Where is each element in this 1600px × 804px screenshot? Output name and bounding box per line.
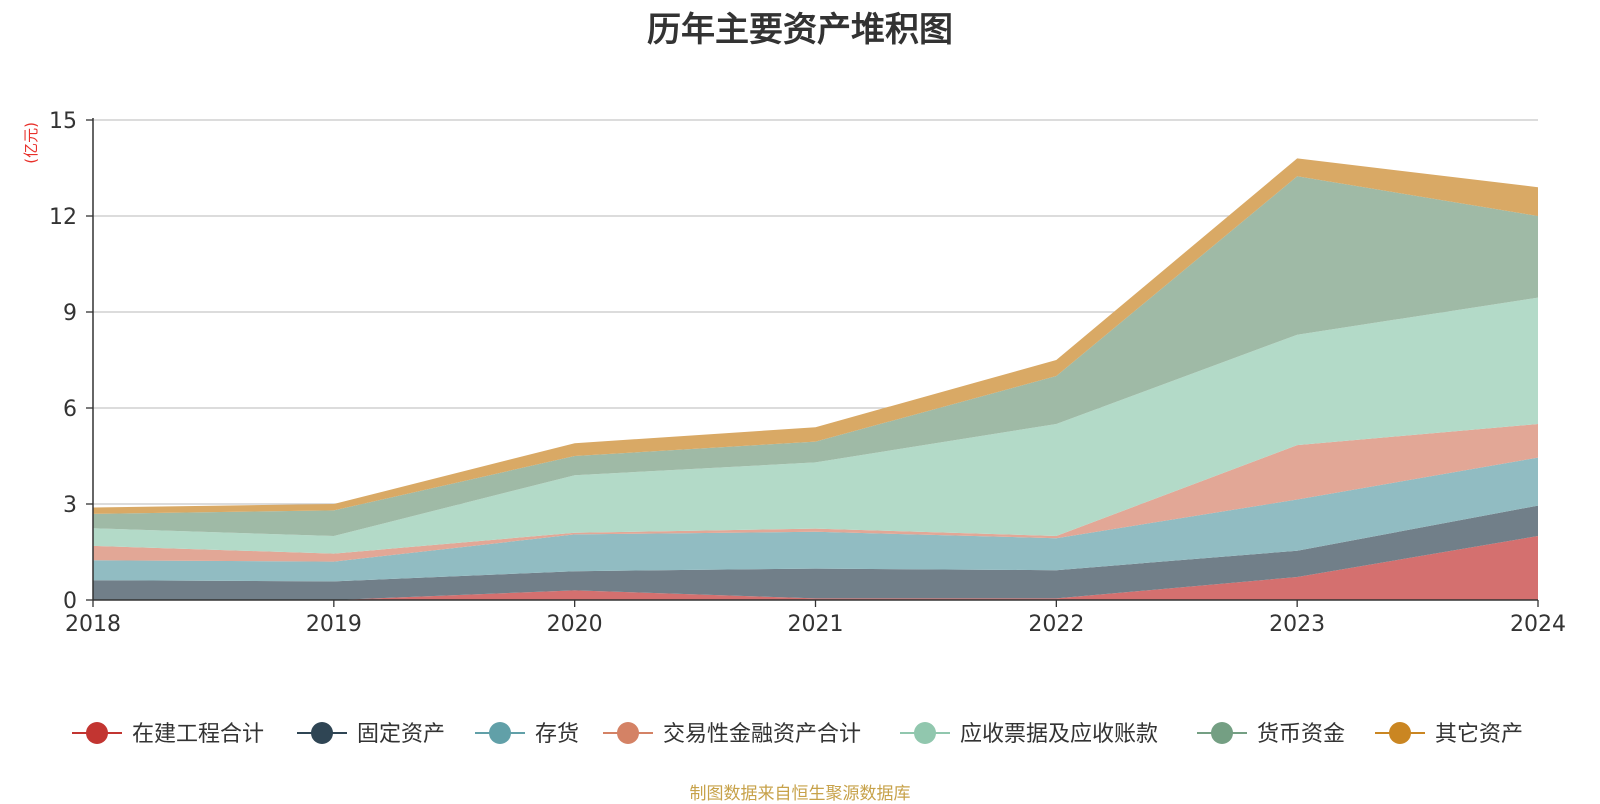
x-tick-label: 2018 bbox=[65, 612, 121, 637]
legend-item-4: 交易性金融资产合计 bbox=[603, 722, 861, 747]
y-tick-label: 0 bbox=[63, 589, 77, 614]
y-tick-label: 15 bbox=[49, 109, 77, 134]
area-series bbox=[93, 158, 1538, 600]
legend-label: 其它资产 bbox=[1435, 722, 1523, 747]
legend-marker bbox=[489, 722, 511, 744]
legend-label: 在建工程合计 bbox=[132, 722, 264, 747]
legend-marker bbox=[1389, 722, 1411, 744]
legend-label: 货币资金 bbox=[1257, 722, 1345, 747]
legend-label: 应收票据及应收账款 bbox=[960, 722, 1158, 747]
y-tick-label: 3 bbox=[63, 493, 77, 518]
legend-marker bbox=[914, 722, 936, 744]
x-tick-label: 2021 bbox=[788, 612, 844, 637]
legend: 在建工程合计 固定资产 存货 交易性金融资产合计 应收票据及应收账款 货币资金 其它资产 bbox=[72, 722, 1523, 747]
x-tick-label: 2024 bbox=[1510, 612, 1566, 637]
x-tick-label: 2023 bbox=[1269, 612, 1325, 637]
legend-marker bbox=[617, 722, 639, 744]
y-tick-label: 6 bbox=[63, 397, 77, 422]
y-tick-label: 12 bbox=[49, 205, 77, 230]
x-tick-label: 2020 bbox=[547, 612, 603, 637]
x-tick-label: 2019 bbox=[306, 612, 362, 637]
legend-item-6: 货币资金 bbox=[1197, 722, 1345, 747]
legend-item-3: 存货 bbox=[475, 722, 579, 747]
legend-label: 交易性金融资产合计 bbox=[663, 722, 861, 747]
legend-marker bbox=[1211, 722, 1233, 744]
legend-item-7: 其它资产 bbox=[1375, 722, 1523, 747]
legend-label: 固定资产 bbox=[357, 722, 445, 747]
legend-item-2: 固定资产 bbox=[297, 722, 445, 747]
x-tick-label: 2022 bbox=[1028, 612, 1084, 637]
legend-item-5: 应收票据及应收账款 bbox=[900, 722, 1158, 747]
legend-item-1: 在建工程合计 bbox=[72, 722, 264, 747]
y-tick-label: 9 bbox=[63, 301, 77, 326]
legend-marker bbox=[86, 722, 108, 744]
legend-label: 存货 bbox=[535, 722, 579, 747]
source-note: 制图数据来自恒生聚源数据库 bbox=[0, 779, 1600, 804]
legend-marker bbox=[311, 722, 333, 744]
